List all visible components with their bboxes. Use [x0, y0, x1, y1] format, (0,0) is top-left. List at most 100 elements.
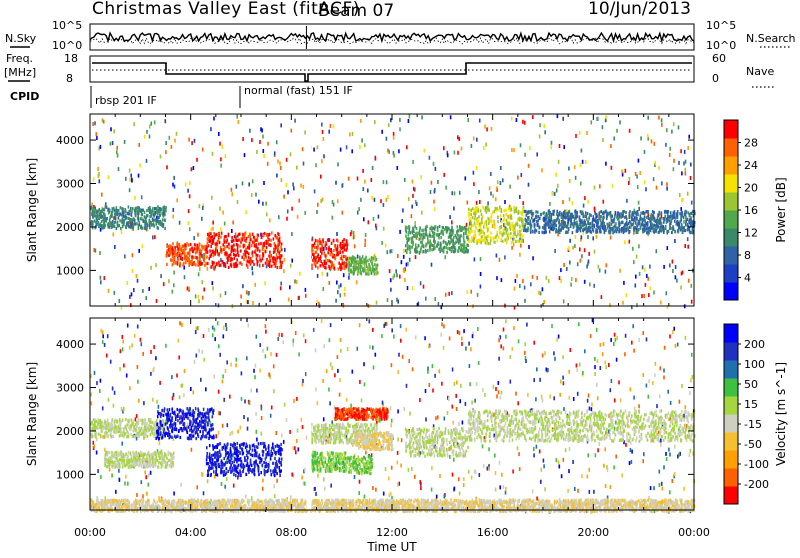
heatmap-cell [513, 148, 515, 152]
heatmap-cell [563, 225, 565, 228]
heatmap-cell [499, 206, 501, 209]
heatmap-cell [102, 208, 104, 211]
heatmap-cell [422, 250, 424, 253]
heatmap-cell [691, 353, 693, 357]
heatmap-cell [187, 189, 189, 193]
heatmap-cell [644, 268, 646, 272]
heatmap-cell [366, 265, 368, 268]
colorbar-tick-label: 28 [744, 137, 758, 150]
heatmap-cell [330, 248, 332, 251]
heatmap-cell [272, 260, 274, 263]
heatmap-cell [647, 221, 649, 224]
heatmap-cell [420, 175, 422, 179]
heatmap-cell [653, 486, 655, 490]
heatmap-cell [148, 483, 150, 487]
heatmap-cell [614, 398, 616, 402]
heatmap-cell [558, 160, 560, 164]
heatmap-cell [516, 240, 518, 243]
heatmap-cell [212, 239, 214, 242]
heatmap-cell [548, 279, 550, 283]
heatmap-cell [527, 211, 529, 214]
heatmap-cell [195, 256, 197, 259]
heatmap-cell [138, 224, 140, 227]
heatmap-cell [176, 243, 178, 246]
heatmap-cell [435, 167, 437, 171]
heatmap-cell [563, 381, 565, 385]
heatmap-cell [565, 448, 567, 452]
heatmap-cell [629, 226, 631, 229]
heatmap-cell [482, 444, 484, 448]
heatmap-cell [593, 229, 595, 232]
heatmap-cell [513, 238, 515, 241]
heatmap-cell [356, 280, 358, 284]
heatmap-cell [301, 476, 303, 480]
heatmap-cell [499, 258, 501, 262]
heatmap-cell [329, 338, 331, 342]
heatmap-cell [471, 236, 473, 239]
heatmap-cell [682, 227, 684, 230]
heatmap-cell [132, 253, 134, 257]
heatmap-cell [431, 488, 433, 492]
heatmap-cell [233, 253, 235, 256]
heatmap-cell [223, 326, 225, 330]
heatmap-cell [402, 355, 404, 359]
heatmap-cell [415, 232, 417, 235]
heatmap-cell [143, 401, 145, 405]
heatmap-cell [302, 383, 304, 387]
heatmap-cell [354, 475, 356, 479]
heatmap-cell [457, 229, 459, 232]
heatmap-cell [472, 216, 474, 219]
heatmap-cell [228, 246, 230, 249]
heatmap-cell [202, 148, 204, 152]
heatmap-cell [672, 228, 674, 231]
heatmap-cell [480, 272, 482, 276]
heatmap-cell [124, 208, 126, 211]
heatmap-cell [110, 142, 112, 146]
heatmap-cell [673, 212, 675, 215]
heatmap-cell [142, 352, 144, 356]
heatmap-cell [517, 230, 519, 233]
y-tick-label: 2000 [56, 221, 84, 234]
heatmap-cell [685, 405, 687, 409]
heatmap-cell [256, 150, 258, 154]
heatmap-cell [103, 221, 105, 224]
heatmap-cell [550, 223, 552, 226]
heatmap-cell [287, 190, 289, 194]
heatmap-cell [317, 145, 319, 149]
heatmap-cell [551, 324, 553, 328]
heatmap-cell [498, 338, 500, 342]
heatmap-cell [112, 141, 114, 145]
heatmap-cell [503, 328, 505, 332]
heatmap-cell [185, 182, 187, 186]
heatmap-cell [182, 245, 184, 248]
heatmap-cell [674, 472, 676, 476]
heatmap-cell [530, 228, 532, 231]
heatmap-cell [563, 458, 565, 462]
heatmap-cell [669, 490, 671, 494]
heatmap-cell [119, 299, 121, 303]
heatmap-cell [526, 323, 528, 327]
heatmap-cell [328, 265, 330, 268]
heatmap-cell [505, 231, 507, 234]
heatmap-cell [562, 376, 564, 380]
heatmap-cell [216, 245, 218, 248]
heatmap-cell [675, 265, 677, 269]
heatmap-cell [390, 249, 392, 253]
heatmap-cell [138, 206, 140, 209]
heatmap-cell [659, 483, 661, 487]
cpid-segment-1: rbsp 201 IF [95, 94, 157, 107]
heatmap-cell [563, 299, 565, 303]
heatmap-cell [561, 215, 563, 218]
heatmap-cell [149, 215, 151, 218]
heatmap-cell [188, 243, 190, 246]
heatmap-cell [687, 146, 689, 150]
heatmap-cell [406, 145, 408, 149]
nsearch-label: N.Search [746, 32, 796, 45]
heatmap-cell [610, 388, 612, 392]
heatmap-cell [261, 128, 263, 132]
heatmap-cell [155, 263, 157, 267]
heatmap-cell [681, 384, 683, 388]
heatmap-cell [689, 391, 691, 395]
heatmap-cell [515, 392, 517, 396]
heatmap-cell [530, 223, 532, 226]
